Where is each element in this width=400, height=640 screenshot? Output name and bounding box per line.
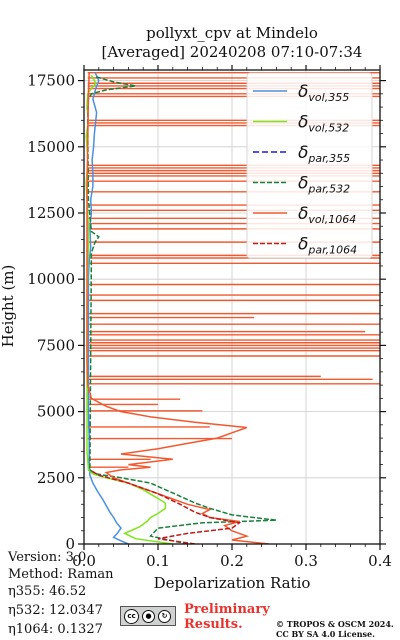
preliminary-results-note: Preliminary Results.: [184, 602, 270, 632]
y-tick-label: 7500: [37, 336, 75, 354]
chart-title-line1: pollyxt_cpv at Mindelo: [146, 24, 318, 42]
y-axis-label: Height (m): [0, 265, 17, 348]
cc-license-badge: cc ● ↻: [120, 606, 176, 626]
x-tick-label: 0.4: [368, 552, 392, 570]
legend-label-0: δvol,355: [298, 82, 349, 104]
info-method: Method: Raman: [8, 567, 114, 582]
series-lines: [85, 72, 277, 544]
legend-box: [246, 72, 373, 259]
series-line-0: [87, 72, 129, 544]
legend-label-5: δpar,1064: [298, 235, 357, 257]
y-tick-label: 2500: [37, 469, 75, 487]
preliminary-line1: Preliminary: [184, 602, 270, 617]
y-tick-label: 10000: [27, 270, 75, 288]
by-icon: ●: [142, 609, 155, 623]
legend-label-1: δvol,532: [298, 113, 349, 135]
x-tick-label: 0.2: [220, 552, 244, 570]
y-tick-label: 15000: [27, 138, 75, 156]
copyright-line2: CC BY SA 4.0 License.: [276, 629, 375, 639]
y-tick-label: 0: [65, 535, 75, 553]
chart-title-line2: [Averaged] 20240208 07:10-07:34: [102, 43, 363, 61]
x-axis-label: Depolarization Ratio: [154, 574, 311, 592]
info-eta355: η355: 46.52: [8, 584, 87, 599]
y-tick-label: 12500: [27, 204, 75, 222]
legend-label-3: δpar,532: [298, 174, 350, 196]
cc-icon: cc: [124, 608, 139, 624]
sa-icon: ↻: [158, 609, 171, 623]
copyright-note: © TROPOS & OSCM 2024. CC BY SA 4.0 Licen…: [276, 619, 394, 639]
info-version: Version: 3.0: [8, 550, 87, 565]
x-tick-label: 0.1: [146, 552, 170, 570]
y-tick-label: 5000: [37, 403, 75, 421]
info-eta532: η532: 12.0347: [8, 603, 103, 618]
preliminary-line2: Results.: [184, 617, 243, 632]
legend: δvol,355 δvol,532 δpar,355 δpar,532 δvol,106…: [246, 72, 373, 259]
x-tick-label: 0.0: [72, 552, 96, 570]
y-tick-label: 17500: [27, 72, 75, 90]
x-tick-label: 0.3: [294, 552, 318, 570]
axis-ticks: 0.0 0.1 0.2 0.3 0.4 0 2500 5000 7500 10000 12500 15…: [27, 65, 392, 570]
info-eta1064: η1064: 0.1327: [8, 622, 103, 637]
legend-label-4: δvol,1064: [298, 204, 356, 226]
copyright-line1: © TROPOS & OSCM 2024.: [276, 619, 394, 629]
legend-label-2: δpar,355: [298, 143, 350, 165]
